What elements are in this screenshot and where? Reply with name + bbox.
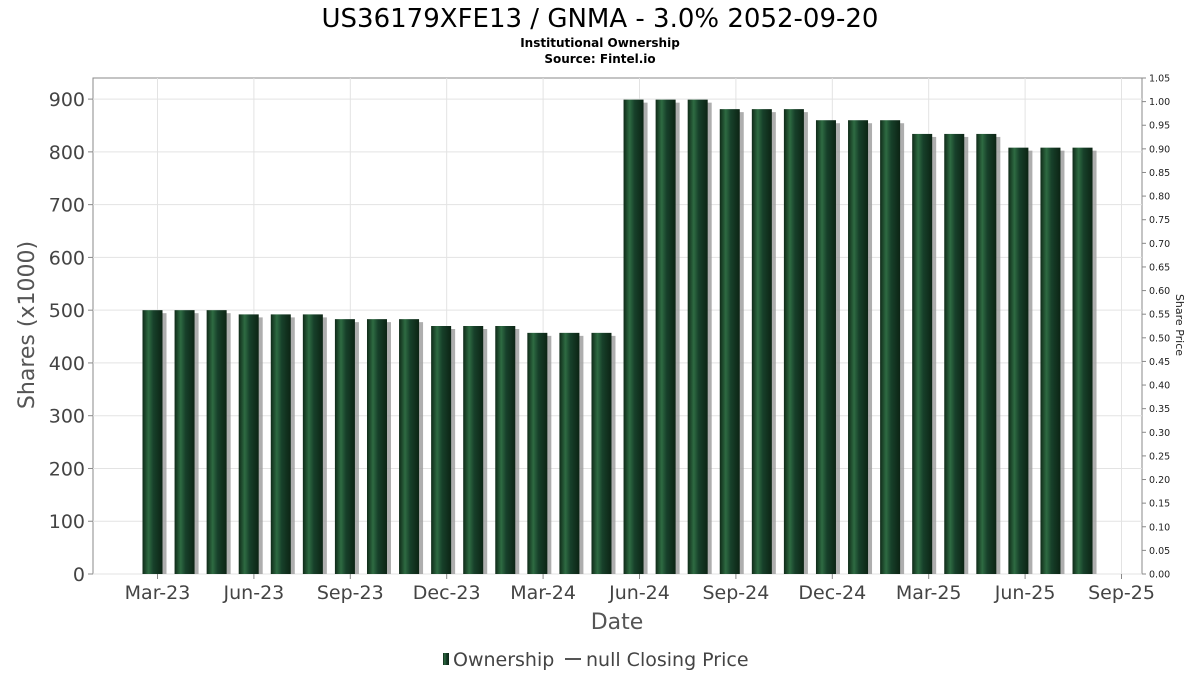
bar-ownership: [174, 310, 195, 574]
x-tick-label: Jun-24: [608, 582, 670, 604]
bar-ownership: [431, 326, 452, 574]
right-axis-ticks: 0.00 0.05 0.10 0.15 0.20 0.25 0.30 0.35 0.40 0.45…: [1142, 74, 1170, 581]
bar-ownership: [1072, 147, 1093, 574]
y-tick-label: 200: [49, 458, 85, 480]
y2-tick-label: 0.30: [1149, 428, 1170, 439]
y-axis-label: Shares (x1000): [15, 241, 40, 409]
y2-tick-label: 0.15: [1149, 499, 1170, 510]
y2-tick-label: 1.00: [1149, 97, 1170, 108]
bar-ownership: [399, 319, 420, 574]
bar-ownership: [623, 99, 644, 575]
legend-ownership-marker: [443, 653, 449, 665]
y2-tick-label: 0.35: [1149, 404, 1170, 415]
y-tick-label: 600: [49, 247, 85, 269]
bar-ownership: [1008, 147, 1029, 574]
legend-closing-price-label: null Closing Price: [586, 649, 749, 671]
legend: Ownership null Closing Price: [443, 649, 749, 671]
left-axis-ticks: 0 100 200 300 400 500 600 700 800 900: [49, 89, 93, 586]
bar-ownership: [687, 99, 708, 575]
y2-tick-label: 1.05: [1149, 74, 1170, 85]
x-tick-label: Jun-23: [223, 582, 285, 604]
y-tick-label: 300: [49, 406, 85, 428]
x-tick-label: Mar-23: [125, 582, 191, 604]
bar-ownership: [142, 310, 163, 574]
y-tick-label: 100: [49, 511, 85, 533]
y2-tick-label: 0.10: [1149, 522, 1170, 533]
bar-ownership: [527, 332, 548, 574]
y2-tick-label: 0.95: [1149, 121, 1170, 132]
y-tick-label: 500: [49, 300, 85, 322]
bar-ownership: [302, 314, 323, 574]
bar-ownership: [783, 109, 804, 575]
bar-ownership: [944, 133, 965, 574]
y2-tick-label: 0.00: [1149, 570, 1170, 581]
y2-tick-label: 0.25: [1149, 451, 1170, 462]
y-tick-label: 0: [73, 564, 85, 586]
y2-tick-label: 0.50: [1149, 333, 1170, 344]
x-tick-label: Dec-23: [413, 582, 481, 604]
bar-ownership: [655, 99, 676, 575]
x-axis-ticks: Mar-23 Jun-23 Sep-23 Dec-23 Mar-24 Jun-24 Sep-…: [125, 574, 1155, 604]
chart-title: US36179XFE13 / GNMA - 3.0% 2052-09-20: [322, 4, 879, 34]
x-tick-label: Mar-24: [510, 582, 576, 604]
x-tick-label: Sep-24: [702, 582, 769, 604]
bar-ownership: [1040, 147, 1061, 574]
x-tick-label: Dec-24: [798, 582, 866, 604]
bar-ownership: [366, 319, 387, 574]
x-tick-label: Sep-25: [1088, 582, 1155, 604]
bar-series-ownership: [142, 99, 1097, 575]
y2-tick-label: 0.90: [1149, 144, 1170, 155]
y2-tick-label: 0.65: [1149, 262, 1170, 273]
bar-ownership: [719, 109, 740, 575]
y2-axis-label: Share Price: [1173, 294, 1186, 356]
y-tick-label: 900: [49, 89, 85, 111]
bar-ownership: [591, 332, 612, 574]
bar-ownership: [815, 120, 836, 574]
bar-ownership: [880, 120, 901, 574]
bar-ownership: [976, 133, 997, 574]
chart-subtitle-line-1: Institutional Ownership: [520, 36, 680, 50]
y2-tick-label: 0.45: [1149, 357, 1170, 368]
bar-ownership: [270, 314, 291, 574]
y2-tick-label: 0.80: [1149, 192, 1170, 203]
bar-ownership: [912, 133, 933, 574]
y-tick-label: 800: [49, 142, 85, 164]
bar-ownership: [463, 326, 484, 574]
y2-tick-label: 0.40: [1149, 381, 1170, 392]
y2-tick-label: 0.05: [1149, 546, 1170, 557]
legend-ownership-label: Ownership: [453, 649, 554, 671]
x-axis-label: Date: [591, 610, 644, 635]
y2-tick-label: 0.85: [1149, 168, 1170, 179]
bar-ownership: [848, 120, 869, 574]
bar-ownership: [206, 310, 227, 574]
y-tick-label: 400: [49, 353, 85, 375]
chart-subtitle-line-2: Source: Fintel.io: [544, 52, 655, 66]
x-tick-label: Mar-25: [896, 582, 962, 604]
y2-tick-label: 0.20: [1149, 475, 1170, 486]
y2-tick-label: 0.75: [1149, 215, 1170, 226]
y-tick-label: 700: [49, 195, 85, 217]
bar-ownership: [238, 314, 259, 574]
x-tick-label: Jun-25: [994, 582, 1056, 604]
y2-tick-label: 0.70: [1149, 239, 1170, 250]
y2-tick-label: 0.55: [1149, 310, 1170, 321]
bar-ownership: [559, 332, 580, 574]
bar-ownership: [495, 326, 516, 574]
y2-tick-label: 0.60: [1149, 286, 1170, 297]
bar-ownership: [334, 319, 355, 574]
x-tick-label: Sep-23: [317, 582, 384, 604]
bar-ownership: [751, 109, 772, 575]
